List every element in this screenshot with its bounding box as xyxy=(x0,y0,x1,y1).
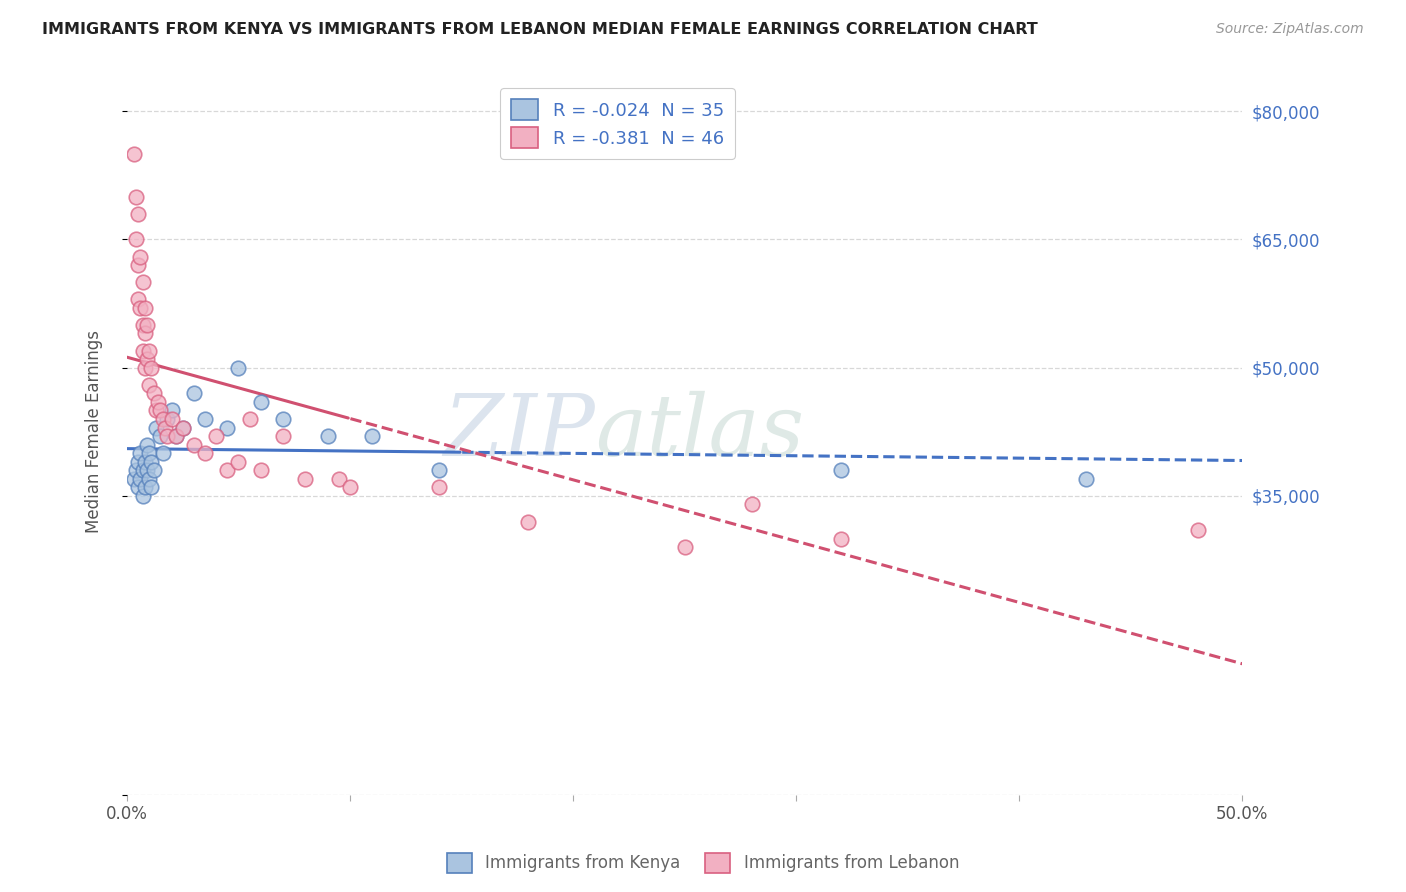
Point xyxy=(339,480,361,494)
Point xyxy=(249,463,271,477)
Point xyxy=(131,489,153,503)
Point xyxy=(741,498,763,512)
Text: ZIP: ZIP xyxy=(443,391,595,473)
Point xyxy=(134,360,156,375)
Point xyxy=(142,463,165,477)
Point xyxy=(125,463,148,477)
Point xyxy=(183,437,205,451)
Point xyxy=(129,301,152,315)
Point xyxy=(129,472,152,486)
Point xyxy=(127,293,149,307)
Point xyxy=(427,480,450,494)
Point xyxy=(152,412,174,426)
Point xyxy=(138,343,160,358)
Point xyxy=(156,429,179,443)
Legend: Immigrants from Kenya, Immigrants from Lebanon: Immigrants from Kenya, Immigrants from L… xyxy=(440,847,966,880)
Point xyxy=(141,360,163,375)
Point xyxy=(271,429,294,443)
Point xyxy=(517,515,540,529)
Point xyxy=(138,472,160,486)
Point xyxy=(127,480,149,494)
Point xyxy=(134,301,156,315)
Point xyxy=(1187,523,1209,537)
Text: Source: ZipAtlas.com: Source: ZipAtlas.com xyxy=(1216,22,1364,37)
Point xyxy=(131,463,153,477)
Point xyxy=(830,463,852,477)
Point xyxy=(129,446,152,460)
Point xyxy=(228,455,250,469)
Point xyxy=(131,343,153,358)
Point xyxy=(146,395,169,409)
Point xyxy=(217,463,239,477)
Point xyxy=(160,403,183,417)
Point xyxy=(122,147,145,161)
Point xyxy=(125,190,148,204)
Point xyxy=(138,446,160,460)
Text: IMMIGRANTS FROM KENYA VS IMMIGRANTS FROM LEBANON MEDIAN FEMALE EARNINGS CORRELAT: IMMIGRANTS FROM KENYA VS IMMIGRANTS FROM… xyxy=(42,22,1038,37)
Point xyxy=(361,429,384,443)
Y-axis label: Median Female Earnings: Median Female Earnings xyxy=(86,330,103,533)
Point xyxy=(830,532,852,546)
Point xyxy=(673,540,696,554)
Point xyxy=(1076,472,1098,486)
Point xyxy=(165,429,187,443)
Point xyxy=(149,429,172,443)
Point xyxy=(152,446,174,460)
Point xyxy=(127,207,149,221)
Point xyxy=(217,420,239,434)
Point xyxy=(239,412,262,426)
Point xyxy=(129,250,152,264)
Point xyxy=(205,429,228,443)
Point xyxy=(136,352,159,367)
Point xyxy=(131,275,153,289)
Point xyxy=(149,403,172,417)
Point xyxy=(228,360,250,375)
Point xyxy=(160,412,183,426)
Point xyxy=(328,472,350,486)
Point xyxy=(125,232,148,246)
Point xyxy=(194,446,217,460)
Point xyxy=(271,412,294,426)
Point xyxy=(127,258,149,272)
Point xyxy=(249,395,271,409)
Point xyxy=(138,377,160,392)
Point xyxy=(183,386,205,401)
Point xyxy=(134,480,156,494)
Point xyxy=(141,480,163,494)
Point xyxy=(172,420,194,434)
Point xyxy=(134,326,156,341)
Point xyxy=(427,463,450,477)
Point xyxy=(145,420,167,434)
Point xyxy=(294,472,316,486)
Point xyxy=(122,472,145,486)
Point xyxy=(131,318,153,332)
Point xyxy=(141,455,163,469)
Point xyxy=(136,437,159,451)
Point xyxy=(136,318,159,332)
Point xyxy=(142,386,165,401)
Point xyxy=(194,412,217,426)
Point xyxy=(127,455,149,469)
Point xyxy=(165,429,187,443)
Point xyxy=(156,412,179,426)
Point xyxy=(134,455,156,469)
Point xyxy=(153,420,176,434)
Point xyxy=(145,403,167,417)
Text: atlas: atlas xyxy=(595,391,804,473)
Point xyxy=(172,420,194,434)
Point xyxy=(316,429,339,443)
Point xyxy=(136,463,159,477)
Legend: R = -0.024  N = 35, R = -0.381  N = 46: R = -0.024 N = 35, R = -0.381 N = 46 xyxy=(501,88,735,159)
